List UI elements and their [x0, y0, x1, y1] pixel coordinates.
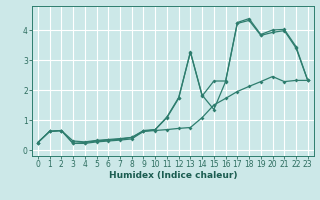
X-axis label: Humidex (Indice chaleur): Humidex (Indice chaleur)	[108, 171, 237, 180]
